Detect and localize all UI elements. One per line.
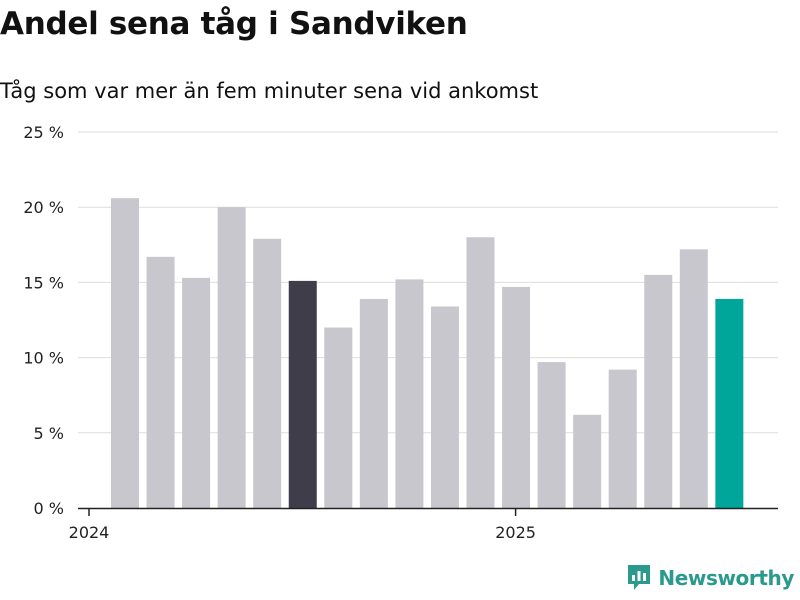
y-tick-label: 5 % [34, 424, 64, 443]
bar [679, 249, 708, 508]
chart-subtitle: Tåg som var mer än fem minuter sena vid … [0, 79, 539, 103]
bar [253, 238, 282, 508]
y-tick-label: 20 % [23, 198, 64, 217]
bar [146, 256, 175, 508]
chart-title: Andel sena tåg i Sandviken [0, 6, 468, 42]
bar [288, 280, 317, 508]
bar [395, 279, 424, 508]
bar [182, 277, 211, 508]
y-tick-label: 25 % [23, 123, 64, 142]
bar [324, 327, 353, 508]
y-tick-label: 10 % [23, 349, 64, 368]
bar [573, 414, 602, 508]
bar [644, 274, 673, 508]
bar [608, 369, 637, 508]
y-tick-label: 0 % [34, 499, 64, 518]
bar [715, 298, 744, 508]
bar [466, 237, 495, 508]
y-tick-label: 15 % [23, 273, 64, 292]
bars [111, 198, 744, 508]
bar [359, 298, 388, 508]
bar [502, 286, 531, 508]
y-axis: 0 % 5 % 10 % 15 % 20 % 25 % [23, 123, 64, 518]
bar [430, 306, 459, 508]
x-tick-label: 2025 [495, 523, 536, 542]
brand-logo: Newsworthy [626, 564, 794, 592]
x-tick-label: 2024 [69, 523, 110, 542]
bar [217, 207, 246, 508]
x-axis: 2024 2025 [69, 507, 778, 542]
newsworthy-logo-icon [628, 565, 651, 590]
brand-name: Newsworthy [658, 566, 794, 590]
bar [111, 198, 139, 508]
bar [537, 362, 566, 508]
